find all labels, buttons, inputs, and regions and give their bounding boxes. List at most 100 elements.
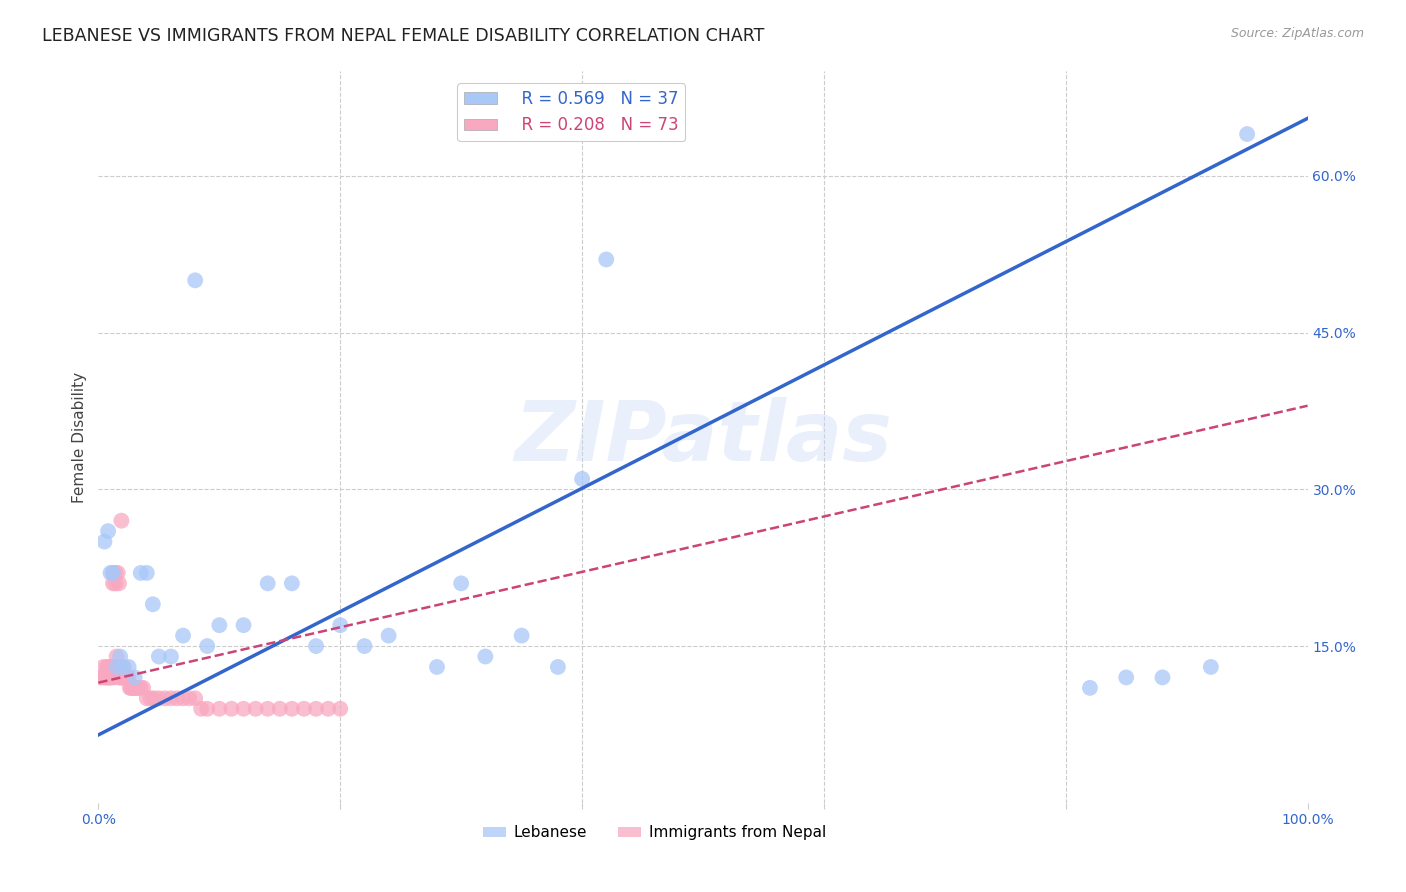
Point	[114, 670, 136, 684]
Point	[195, 639, 218, 653]
Point	[103, 670, 125, 684]
Point	[148, 691, 170, 706]
Point	[232, 618, 254, 632]
Text: Source: ZipAtlas.com: Source: ZipAtlas.com	[1230, 27, 1364, 40]
Point	[117, 670, 139, 684]
Point	[105, 660, 128, 674]
Text: ZIPatlas: ZIPatlas	[515, 397, 891, 477]
Point	[1199, 660, 1222, 674]
Point	[108, 670, 131, 684]
Point	[208, 702, 231, 716]
Point	[377, 629, 399, 643]
Point	[101, 566, 124, 580]
Point	[108, 660, 131, 674]
Point	[120, 681, 142, 695]
Point	[93, 670, 115, 684]
Point	[1236, 127, 1258, 141]
Point	[100, 566, 122, 580]
Point	[112, 660, 135, 674]
Point	[195, 702, 218, 716]
Point	[292, 702, 315, 716]
Point	[127, 681, 149, 695]
Point	[111, 670, 134, 684]
Y-axis label: Female Disability: Female Disability	[72, 371, 87, 503]
Point	[108, 649, 131, 664]
Point	[166, 691, 188, 706]
Point	[1115, 670, 1137, 684]
Point	[96, 670, 118, 684]
Point	[221, 702, 243, 716]
Point	[1078, 681, 1101, 695]
Point	[143, 691, 166, 706]
Point	[121, 681, 143, 695]
Point	[107, 566, 129, 580]
Point	[160, 691, 183, 706]
Point	[172, 629, 194, 643]
Point	[184, 273, 207, 287]
Point	[426, 660, 449, 674]
Point	[474, 649, 496, 664]
Point	[281, 702, 304, 716]
Point	[190, 702, 212, 716]
Point	[115, 670, 138, 684]
Point	[132, 681, 155, 695]
Point	[179, 691, 201, 706]
Point	[111, 670, 134, 684]
Point	[160, 649, 183, 664]
Legend: Lebanese, Immigrants from Nepal: Lebanese, Immigrants from Nepal	[477, 819, 832, 847]
Point	[305, 702, 328, 716]
Point	[91, 660, 114, 674]
Point	[97, 524, 120, 538]
Point	[108, 576, 131, 591]
Point	[110, 670, 132, 684]
Point	[98, 670, 121, 684]
Text: LEBANESE VS IMMIGRANTS FROM NEPAL FEMALE DISABILITY CORRELATION CHART: LEBANESE VS IMMIGRANTS FROM NEPAL FEMALE…	[42, 27, 765, 45]
Point	[93, 534, 115, 549]
Point	[97, 670, 120, 684]
Point	[135, 691, 157, 706]
Point	[114, 670, 136, 684]
Point	[153, 691, 176, 706]
Point	[353, 639, 375, 653]
Point	[135, 566, 157, 580]
Point	[112, 670, 135, 684]
Point	[316, 702, 339, 716]
Point	[104, 576, 127, 591]
Point	[118, 660, 141, 674]
Point	[94, 670, 117, 684]
Point	[90, 670, 112, 684]
Point	[124, 670, 146, 684]
Point	[100, 660, 122, 674]
Point	[148, 649, 170, 664]
Point	[118, 681, 141, 695]
Point	[129, 681, 152, 695]
Point	[91, 670, 114, 684]
Point	[118, 670, 141, 684]
Point	[256, 702, 278, 716]
Point	[232, 702, 254, 716]
Point	[329, 618, 352, 632]
Point	[122, 681, 145, 695]
Point	[101, 566, 124, 580]
Point	[571, 472, 593, 486]
Point	[103, 660, 125, 674]
Point	[172, 691, 194, 706]
Point	[256, 576, 278, 591]
Point	[100, 660, 122, 674]
Point	[110, 514, 132, 528]
Point	[281, 576, 304, 591]
Point	[547, 660, 569, 674]
Point	[100, 670, 122, 684]
Point	[184, 691, 207, 706]
Point	[125, 681, 148, 695]
Point	[142, 597, 165, 611]
Point	[98, 670, 121, 684]
Point	[510, 629, 533, 643]
Point	[124, 681, 146, 695]
Point	[305, 639, 328, 653]
Point	[104, 566, 127, 580]
Point	[269, 702, 291, 716]
Point	[100, 670, 122, 684]
Point	[127, 681, 149, 695]
Point	[111, 660, 134, 674]
